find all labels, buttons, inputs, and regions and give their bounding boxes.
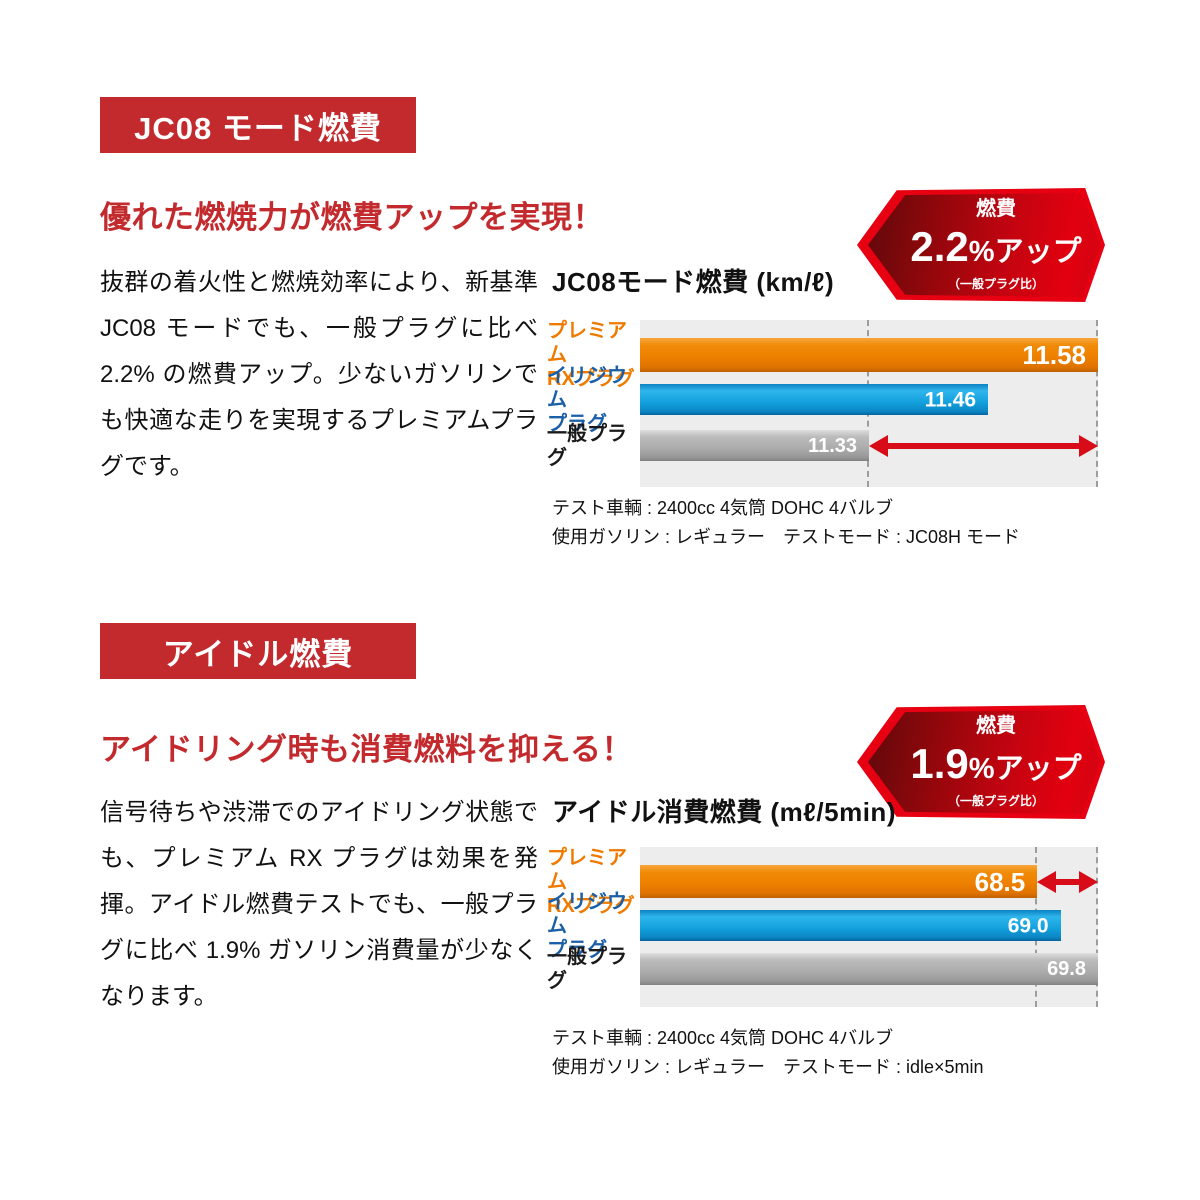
bar-value-label: 11.58 [1022,340,1086,370]
jc08-mode-bar-chart: 11.58 11.46 11.33 プレミアム RXプラグ イリジウム プラグ 一般プラ… [545,320,1098,487]
arrow-head [1037,870,1057,893]
callout-fill-shape [868,193,1100,297]
category-label: イリジウム プラグ [547,364,627,435]
gray-bar: 11.33 [640,430,869,461]
section-body-text: 抜群の着火性と燃焼効率により、新基準 JC08 モードでも、一般プラグに比べ 2… [100,269,538,480]
bar-value-label: 11.33 [808,434,857,457]
blue-bar: 11.46 [640,384,989,415]
note-line: テスト車輌 : 2400cc 4気筒 DOHC 4バルブ [552,498,894,518]
arrow-line [1049,878,1086,885]
idle-consumption-bar-chart: 68.5 69.0 69.8 プレミアム RXプラグ イリジウム プラグ 一般プラグ [545,847,1098,1007]
category-label: 一般プラグ [547,946,627,992]
test-condition-notes: テスト車輌 : 2400cc 4気筒 DOHC 4バルブ 使用ガソリン : レギ… [552,494,1020,552]
callout-fill-shape [868,710,1100,814]
section-badge-label: JC08 モード燃費 [134,110,382,146]
chart-title: アイドル消費燃費 (mℓ/5min) [552,797,896,827]
orange-bar: 11.58 [640,338,1098,372]
guide-line [1096,847,1098,1007]
callout-main: 1.9%アップ [910,739,1082,787]
plot-area: 68.5 69.0 69.8 [640,847,1098,1007]
section-badge-jc08: JC08 モード燃費 [100,97,416,153]
callout-label: 燃費 [976,714,1016,737]
blue-bar: 69.0 [640,910,1061,941]
callout-note: （一般プラグ比） [947,793,1044,808]
callout-value: 1.9 [910,739,969,787]
callout-note: （一般プラグ比） [947,276,1044,291]
category-label: イリジウム プラグ [547,890,627,961]
gray-bar: 69.8 [640,953,1098,985]
callout-content: 燃費 2.2%アップ （一般プラグ比） [857,188,1105,302]
callout-value: 2.2 [910,222,969,270]
callout-content: 燃費 1.9%アップ （一般プラグ比） [857,705,1105,819]
callout-unit: %アップ [968,235,1082,268]
test-condition-notes: テスト車輌 : 2400cc 4気筒 DOHC 4バルブ 使用ガソリン : レギ… [552,1024,984,1082]
fuel-up-callout: 燃費 1.9%アップ （一般プラグ比） [857,705,1105,819]
bar-value-label: 68.5 [974,866,1026,897]
section-heading: 優れた燃焼力が燃費アップを実現！ [100,200,604,235]
category-label: プレミアム RXプラグ [547,320,635,390]
callout-main: 2.2%アップ [910,222,1082,270]
arrow-line [881,442,1086,449]
chart-title: JC08モード燃費 (km/ℓ) [552,267,835,297]
note-line: テスト車輌 : 2400cc 4気筒 DOHC 4バルブ [552,1028,894,1048]
category-label: 一般プラグ [547,422,627,469]
arrow-head [1078,870,1098,893]
guide-line [1096,320,1098,487]
callout-label: 燃費 [976,197,1016,220]
plot-area: 11.58 11.46 11.33 [640,320,1098,487]
arrow-head [1079,434,1098,457]
section-body-text: 信号待ちや渋滞でのアイドリング状態でも、プレミアム RX プラグは効果を発揮。ア… [100,799,538,1010]
callout-unit: %アップ [968,752,1082,785]
section-badge-label: アイドル燃費 [162,636,354,672]
category-label: プレミアム RXプラグ [547,846,635,917]
note-line: 使用ガソリン : レギュラー テストモード : JC08H モード [552,527,1021,547]
bar-value-label: 11.46 [924,388,977,411]
note-line: 使用ガソリン : レギュラー テストモード : idle×5min [552,1057,984,1077]
bar-value-label: 69.0 [1007,914,1049,937]
orange-bar: 68.5 [640,865,1038,898]
arrow-head [869,434,888,457]
fuel-up-callout: 燃費 2.2%アップ （一般プラグ比） [857,188,1105,302]
bar-value-label: 69.8 [1047,958,1086,980]
section-badge-idle: アイドル燃費 [100,623,416,679]
section-heading: アイドリング時も消費燃料を抑える！ [100,732,634,767]
